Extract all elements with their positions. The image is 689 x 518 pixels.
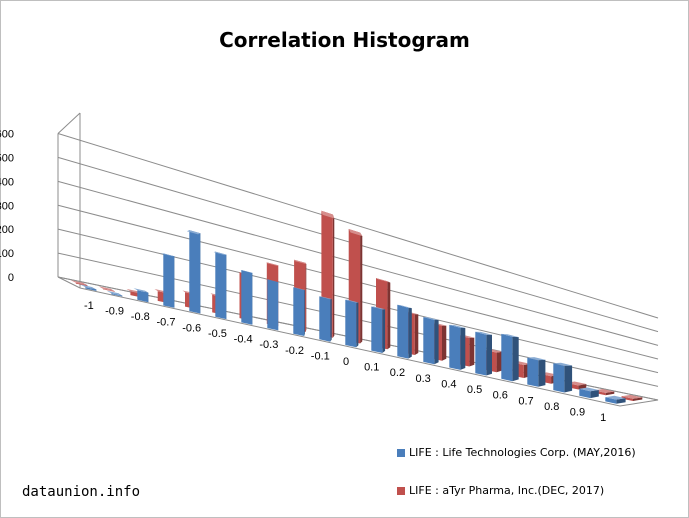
x-tick-label: 0.2	[390, 367, 405, 379]
bar	[267, 279, 279, 331]
bar	[345, 299, 359, 348]
x-tick-label: -0.6	[182, 322, 201, 334]
legend-swatch-red	[397, 486, 405, 495]
bar	[605, 395, 626, 404]
y-tick-label: 400	[0, 176, 14, 188]
x-tick-label: 1	[600, 412, 606, 424]
x-tick-label: -0.7	[157, 317, 176, 329]
x-tick-label: 0.8	[544, 401, 559, 413]
x-tick-label: 0.4	[441, 378, 456, 390]
bar	[553, 362, 573, 393]
y-tick-label: 0	[8, 272, 14, 284]
bar	[293, 287, 305, 336]
bar	[213, 251, 227, 320]
bar	[397, 304, 412, 359]
x-tick-label: -0.4	[234, 334, 253, 346]
x-tick-label: 0	[343, 356, 349, 368]
legend-label: LIFE : Life Technologies Corp. (MAY,2016…	[409, 446, 636, 459]
y-tick-label: 200	[0, 224, 14, 236]
bar	[186, 230, 201, 314]
bar	[240, 270, 253, 325]
x-tick-label: 0.7	[518, 395, 533, 407]
x-tick-label: -0.1	[311, 350, 330, 362]
bar	[621, 394, 643, 401]
bar	[70, 280, 88, 286]
bar	[475, 331, 492, 376]
x-tick-label: -0.3	[259, 339, 278, 351]
x-tick-label: -0.8	[131, 311, 150, 323]
legend-swatch-blue	[397, 448, 405, 457]
bar	[423, 317, 439, 365]
bar	[579, 387, 599, 399]
x-tick-label: 0.3	[415, 373, 430, 385]
y-tick-label: 100	[0, 248, 14, 260]
x-tick-label: -0.2	[285, 345, 304, 357]
gridline	[57, 133, 659, 319]
y-tick-label: 500	[0, 152, 14, 164]
floor-outline	[57, 276, 659, 407]
x-tick-label: -1	[84, 300, 94, 312]
bar	[449, 324, 466, 370]
bar	[106, 290, 123, 297]
bar	[133, 288, 149, 303]
y-tick-label: 600	[0, 129, 14, 141]
bar	[371, 306, 386, 353]
x-tick-label: 0.1	[364, 362, 379, 374]
bar	[160, 253, 175, 308]
x-tick-label: -0.5	[208, 328, 227, 340]
watermark: dataunion.info	[22, 484, 141, 500]
bar	[319, 296, 332, 342]
x-tick-label: 0.5	[467, 384, 482, 396]
x-tick-label: 0.6	[493, 390, 508, 402]
chart-title: Correlation Histogram	[219, 28, 470, 52]
bar	[98, 286, 115, 292]
bar	[501, 333, 519, 382]
side-wall-edge	[57, 112, 81, 134]
y-tick-label: 300	[0, 200, 14, 212]
x-tick-label: 0.9	[570, 407, 585, 419]
x-tick-label: -0.9	[105, 305, 124, 317]
bar	[80, 284, 97, 291]
bar	[527, 357, 546, 387]
legend-label: LIFE : aTyr Pharma, Inc.(DEC, 2017)	[409, 484, 605, 497]
legend-item-atyr-pharma: LIFE : aTyr Pharma, Inc.(DEC, 2017)	[397, 484, 604, 497]
legend-item-life-technologies: LIFE : Life Technologies Corp. (MAY,2016…	[397, 446, 636, 459]
